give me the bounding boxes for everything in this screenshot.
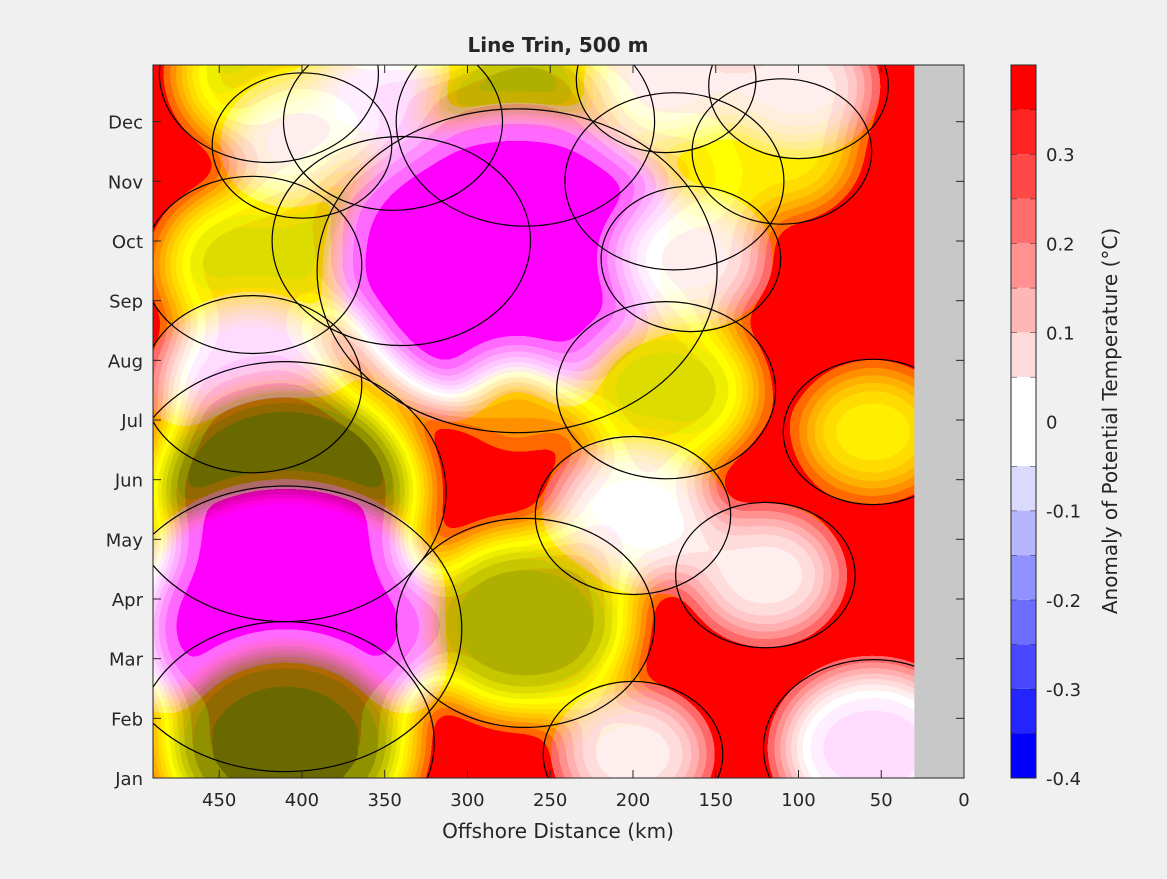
y-tick-label: Dec bbox=[108, 113, 143, 134]
x-tick-label: 150 bbox=[699, 790, 733, 811]
x-tick-label: 400 bbox=[285, 790, 319, 811]
zero-contour bbox=[762, 659, 964, 778]
x-tick-label: 0 bbox=[958, 790, 969, 811]
land-mask bbox=[914, 65, 964, 778]
colorbar-tick-label: 0.3 bbox=[1046, 145, 1075, 166]
colorbar-tick-label: -0.4 bbox=[1046, 769, 1081, 790]
y-tick-label: Aug bbox=[108, 351, 143, 372]
colorbar: 0.3 0.2 0.1 0 -0.1 -0.2 -0.3 -0.4 Anomaly of Po… bbox=[1010, 64, 1122, 790]
colorbar-band bbox=[1011, 65, 1036, 110]
colorbar-band bbox=[1011, 154, 1036, 199]
x-tick-label: 50 bbox=[870, 790, 893, 811]
colorbar-band bbox=[1011, 733, 1036, 778]
y-tick-label: Jul bbox=[120, 411, 143, 432]
colorbar-band bbox=[1011, 510, 1036, 556]
plot-border bbox=[152, 64, 965, 779]
anomaly-field bbox=[153, 65, 964, 778]
anomaly-blob bbox=[576, 314, 756, 466]
zero-contour bbox=[555, 301, 777, 480]
y-tick-label: Sep bbox=[109, 292, 143, 313]
zero-contour bbox=[575, 65, 757, 154]
y-tick-label: Jun bbox=[114, 471, 143, 492]
colorbar-band bbox=[1011, 243, 1036, 288]
colorbar-ticks: 0.3 0.2 0.1 0 -0.1 -0.2 -0.3 -0.4 bbox=[1046, 145, 1081, 790]
colorbar-tick-label: 0 bbox=[1046, 413, 1057, 434]
anomaly-blob bbox=[726, 65, 871, 147]
y-tick-label: Jan bbox=[114, 769, 143, 790]
y-axis: Jan Feb Mar Apr May Jun Jul Aug Sep Oct Nov Dec bbox=[106, 113, 964, 790]
anomaly-blobs bbox=[153, 65, 964, 778]
anomaly-blob bbox=[418, 532, 633, 714]
anomaly-blob bbox=[160, 636, 411, 778]
colorbar-tick-label: -0.1 bbox=[1046, 502, 1081, 523]
y-tick-label: Mar bbox=[109, 650, 144, 671]
zero-contour bbox=[282, 65, 504, 211]
zero-contour bbox=[271, 135, 532, 347]
colorbar-band bbox=[1011, 109, 1036, 155]
zero-contour bbox=[153, 175, 363, 355]
anomaly-blob bbox=[693, 514, 838, 636]
colorbar-band bbox=[1011, 332, 1036, 377]
plot-area bbox=[152, 64, 965, 779]
anomaly-blob bbox=[594, 65, 738, 141]
zero-contour bbox=[395, 517, 656, 729]
x-tick-label: 350 bbox=[368, 790, 402, 811]
colorbar-band bbox=[1011, 376, 1036, 467]
colorbar-tick-label: 0.2 bbox=[1046, 234, 1075, 255]
zero-contour bbox=[316, 108, 718, 434]
colorbar-tick-label: 0.1 bbox=[1046, 323, 1075, 344]
zero-contour bbox=[153, 621, 435, 778]
colorbar-band bbox=[1011, 555, 1036, 600]
colorbar-band bbox=[1011, 198, 1036, 244]
zero-contour bbox=[542, 680, 724, 778]
zero-contour bbox=[534, 435, 732, 596]
zero-contour-lines bbox=[153, 65, 964, 778]
colorbar-border bbox=[1010, 64, 1037, 779]
colorbar-band bbox=[1011, 599, 1036, 645]
anomaly-blob bbox=[463, 362, 571, 454]
zero-contour bbox=[158, 65, 379, 164]
colorbar-bands bbox=[1011, 65, 1036, 778]
colorbar-tick-label: -0.3 bbox=[1046, 680, 1081, 701]
y-tick-label: May bbox=[106, 530, 144, 551]
x-tick-label: 100 bbox=[781, 790, 815, 811]
x-axis: 450 400 350 300 250 200 150 100 50 0 bbox=[202, 65, 970, 811]
x-tick-label: 450 bbox=[202, 790, 236, 811]
colorbar-band bbox=[1011, 466, 1036, 511]
zero-contour bbox=[153, 485, 463, 773]
zero-contour bbox=[395, 65, 656, 227]
x-tick-label: 200 bbox=[616, 790, 650, 811]
zero-contour bbox=[600, 185, 782, 333]
y-tick-label: Apr bbox=[112, 590, 144, 611]
colorbar-band bbox=[1011, 287, 1036, 333]
x-tick-label: 300 bbox=[450, 790, 484, 811]
zero-contour bbox=[691, 78, 873, 225]
x-axis-label: Offshore Distance (km) bbox=[442, 819, 674, 843]
colorbar-band bbox=[1011, 644, 1036, 689]
anomaly-blob bbox=[619, 198, 763, 320]
y-tick-label: Nov bbox=[108, 172, 143, 193]
chart-title: Line Trin, 500 m bbox=[468, 33, 649, 57]
zero-contour bbox=[675, 501, 856, 649]
anomaly-blob bbox=[801, 371, 945, 493]
anomaly-blob bbox=[561, 693, 705, 778]
zero-contour bbox=[153, 295, 363, 474]
colorbar-label: Anomaly of Potential Temperature (°C) bbox=[1098, 228, 1122, 614]
x-tick-label: 250 bbox=[533, 790, 567, 811]
colorbar-tick-label: -0.2 bbox=[1046, 591, 1081, 612]
zero-contour bbox=[708, 65, 889, 160]
y-tick-label: Feb bbox=[111, 709, 143, 730]
y-tick-label: Oct bbox=[112, 232, 143, 253]
zero-contour bbox=[564, 92, 785, 271]
colorbar-band bbox=[1011, 688, 1036, 734]
anomaly-blob bbox=[554, 449, 712, 582]
